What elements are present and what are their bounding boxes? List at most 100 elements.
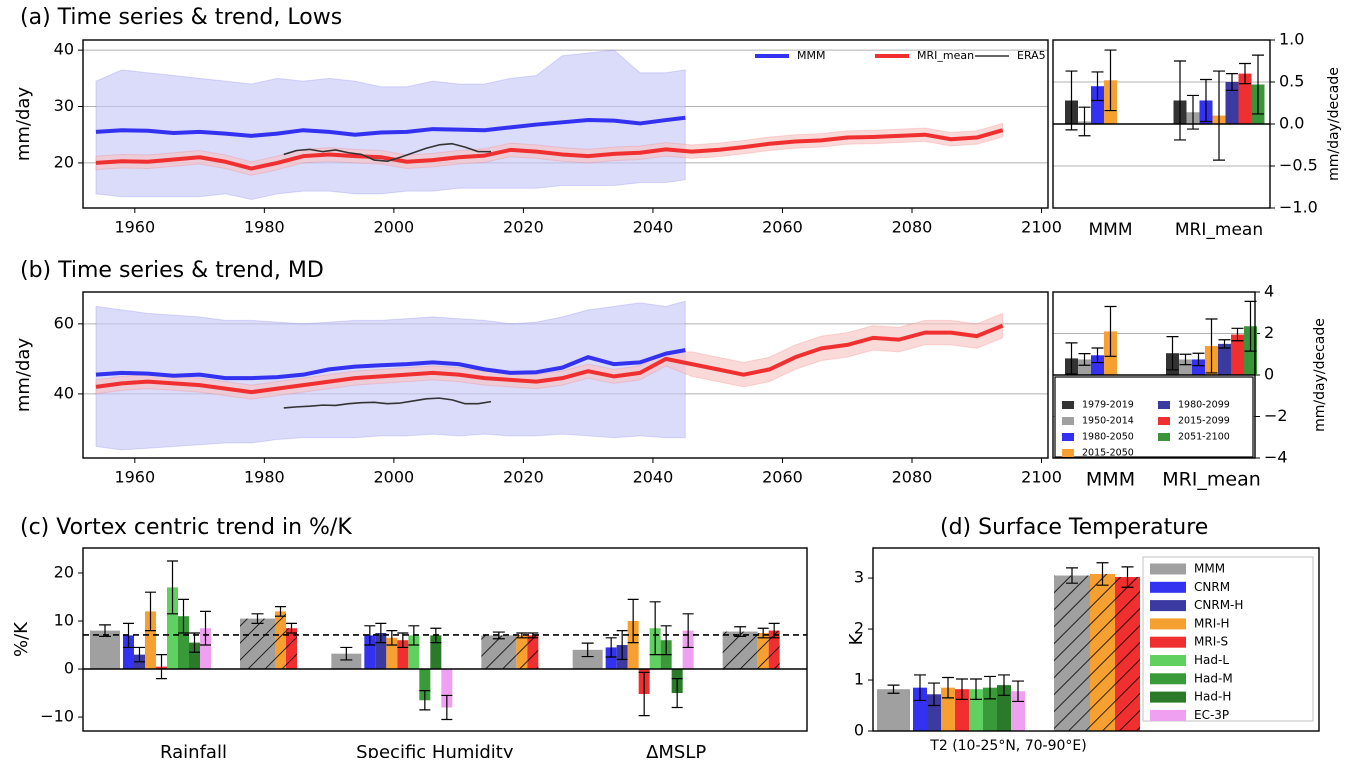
legend-label: 1979-2019 xyxy=(1082,400,1134,411)
bar-hatch xyxy=(516,635,528,670)
legend-label: 1980-2050 xyxy=(1082,432,1134,443)
x-tick-label: 2040 xyxy=(633,468,674,487)
chart-title: (c) Vortex centric trend in %/K xyxy=(20,515,352,540)
legend-label: ERA5 xyxy=(1017,49,1046,62)
error-bar xyxy=(660,625,672,656)
error-bar xyxy=(1166,336,1179,371)
legend-swatch xyxy=(1150,691,1186,703)
y-axis-label: %/K xyxy=(11,621,32,657)
error-bar xyxy=(581,642,594,658)
legend-label: CNRM xyxy=(1194,580,1230,594)
x-tick-label: T2 (10-25°N, 70-90°E) xyxy=(929,738,1086,754)
legend-swatch xyxy=(1150,563,1186,575)
legend-label: 2051-2100 xyxy=(1178,432,1230,443)
error-bar xyxy=(757,627,769,639)
error-bar xyxy=(516,632,528,639)
bar xyxy=(178,616,189,670)
error-bar xyxy=(605,637,617,658)
x-tick-label: Rainfall xyxy=(160,742,227,758)
x-tick-label: ΔMSLP xyxy=(646,742,706,758)
x-tick-label: 2080 xyxy=(892,218,933,237)
legend-swatch xyxy=(1062,417,1074,425)
series-line xyxy=(283,397,492,409)
legend-label: Had-L xyxy=(1194,653,1229,667)
error-bar xyxy=(1121,566,1134,588)
legend-label: MMM xyxy=(797,49,825,62)
error-bar xyxy=(1213,70,1225,161)
error-bar xyxy=(1066,567,1078,584)
bar xyxy=(877,689,910,731)
y-tick-label: 20 xyxy=(54,152,74,171)
y-tick-label: 30 xyxy=(54,96,74,115)
bar xyxy=(408,635,420,670)
error-bar xyxy=(1239,62,1251,85)
y-tick-label: −10 xyxy=(40,707,74,726)
error-bar xyxy=(1231,327,1244,342)
error-bar xyxy=(1104,305,1117,357)
y-tick-label: 4 xyxy=(1264,282,1274,301)
error-bar xyxy=(200,610,211,646)
bar xyxy=(1238,73,1252,124)
error-bar xyxy=(734,626,747,637)
y-tick-label: −0.5 xyxy=(1279,156,1318,175)
x-tick-label: MMM xyxy=(1088,220,1132,240)
y-tick-label: 1 xyxy=(854,670,864,689)
y-axis-label: mm/day/decade xyxy=(1312,318,1328,432)
bar-hatch xyxy=(757,633,769,670)
bar xyxy=(913,687,927,731)
plot-frame xyxy=(1052,291,1256,459)
x-tick-label: 2020 xyxy=(503,218,544,237)
legend-label: MRI_mean xyxy=(917,49,974,62)
legend-label: 2015-2099 xyxy=(1178,416,1230,427)
bar-hatch xyxy=(768,630,780,670)
bar xyxy=(1091,355,1104,375)
bar-hatch xyxy=(1090,573,1115,731)
error-bar xyxy=(1012,680,1024,703)
error-bar xyxy=(527,632,539,639)
legend-swatch xyxy=(1158,433,1170,441)
bar xyxy=(419,669,431,701)
error-bar xyxy=(1252,54,1264,115)
error-bar xyxy=(275,605,286,617)
error-bar xyxy=(928,682,940,707)
error-bar xyxy=(1065,70,1078,131)
x-tick-label: MRI_mean xyxy=(1162,469,1261,491)
x-tick-label: 2100 xyxy=(1021,218,1062,237)
y-tick-label: 0 xyxy=(1264,365,1274,384)
x-tick-label: Specific Humidity xyxy=(356,742,514,758)
error-bar xyxy=(1091,347,1104,364)
error-bar xyxy=(682,613,694,649)
error-bar xyxy=(167,560,178,615)
error-bar xyxy=(386,630,398,646)
x-tick-label: 2040 xyxy=(633,218,674,237)
legend-label: MRI-S xyxy=(1194,635,1228,649)
x-tick-label: MMM xyxy=(1086,469,1135,491)
bar xyxy=(200,628,211,670)
bar xyxy=(605,647,617,670)
error-bar xyxy=(1065,342,1078,375)
legend-swatch xyxy=(1150,709,1186,721)
error-bar xyxy=(1078,106,1091,137)
plot-frame xyxy=(1052,39,1271,209)
series-line xyxy=(95,115,686,138)
x-tick-label: 2080 xyxy=(892,468,933,487)
error-bar xyxy=(671,678,683,709)
chart-title: (d) Surface Temperature xyxy=(940,515,1208,540)
legend-swatch xyxy=(1150,581,1186,593)
error-bar xyxy=(887,684,900,694)
y-tick-label: 0 xyxy=(854,721,864,740)
bar xyxy=(572,649,603,670)
error-bar xyxy=(340,646,353,661)
y-tick-label: 10 xyxy=(54,611,74,630)
y-tick-label: −1.0 xyxy=(1279,198,1318,217)
y-tick-label: 0 xyxy=(64,659,74,678)
plot-frame xyxy=(82,547,808,732)
y-axis-label: K xyxy=(846,632,867,645)
bar-hatch xyxy=(275,611,286,670)
y-tick-label: 2 xyxy=(854,619,864,638)
x-tick-label: 1980 xyxy=(244,218,285,237)
bar xyxy=(167,587,178,670)
bar-hatch xyxy=(527,635,539,670)
error-bar xyxy=(984,675,996,700)
